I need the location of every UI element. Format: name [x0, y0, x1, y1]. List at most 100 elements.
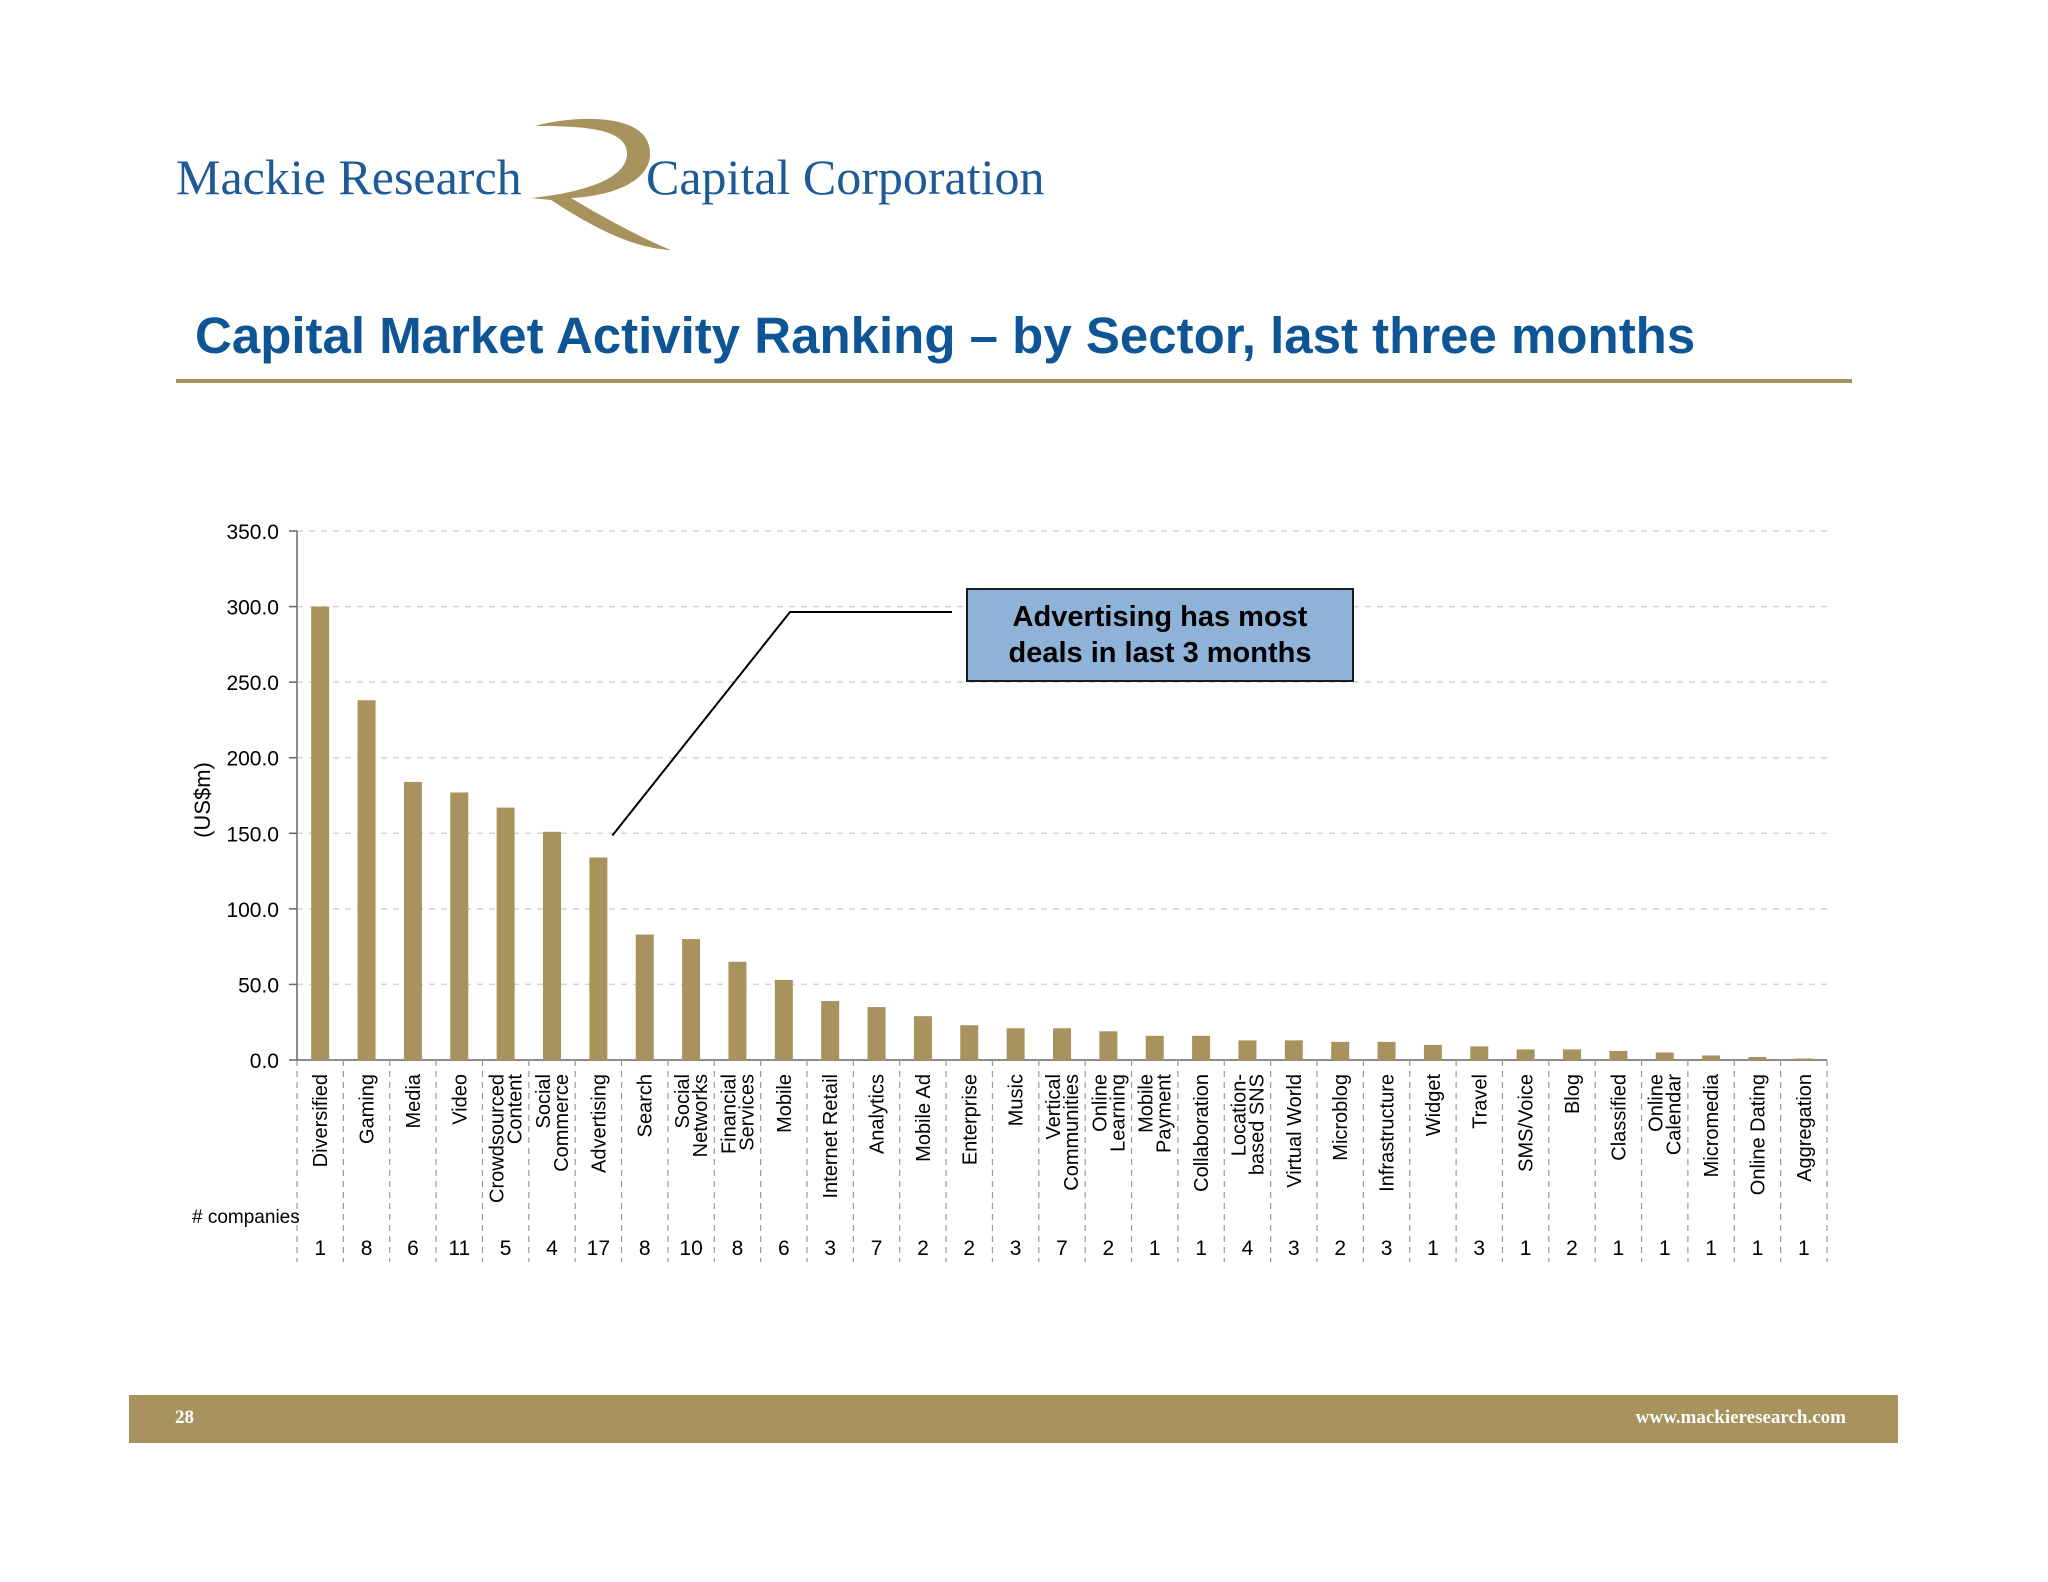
company-count: 6 — [778, 1237, 790, 1260]
logo-text-left: Mackie Research — [176, 149, 522, 205]
category-label: Online Dating — [1747, 1074, 1769, 1195]
bar-16 — [1053, 1028, 1071, 1060]
category-label: Classified — [1608, 1074, 1630, 1161]
category-label: Infrastructure — [1377, 1074, 1399, 1192]
y-tick-label: 100.0 — [226, 899, 279, 922]
category-label: Collaboration — [1191, 1074, 1213, 1192]
category-label: Diversified — [310, 1074, 332, 1167]
bar-14 — [960, 1025, 979, 1060]
company-count: 2 — [1334, 1237, 1346, 1260]
bar-19 — [1192, 1035, 1211, 1060]
bar-24 — [1423, 1044, 1442, 1060]
company-count: 3 — [1010, 1237, 1022, 1260]
category-label: Social — [533, 1074, 555, 1128]
company-count: 1 — [1149, 1237, 1161, 1260]
category-label: Virtual World — [1284, 1074, 1306, 1188]
y-tick-label: 0.0 — [250, 1050, 279, 1073]
bar-23 — [1377, 1041, 1396, 1060]
category-label: Micromedia — [1701, 1073, 1723, 1177]
company-count: 4 — [546, 1237, 558, 1260]
category-label: Payment — [1154, 1074, 1176, 1153]
company-count: 2 — [1566, 1237, 1578, 1260]
category-label: Mobile — [1136, 1074, 1158, 1133]
page-title: Capital Market Activity Ranking – by Sec… — [195, 307, 1696, 364]
company-count: 1 — [1427, 1237, 1439, 1260]
y-tick-label: 350.0 — [226, 521, 279, 544]
company-count: 1 — [1798, 1237, 1810, 1260]
company-count: 11 — [448, 1237, 470, 1260]
category-label: Calendar — [1664, 1074, 1686, 1156]
bar-15 — [1006, 1028, 1025, 1060]
company-count: 10 — [679, 1237, 702, 1260]
category-label: Online — [1646, 1074, 1668, 1132]
category-label: Mobile — [774, 1074, 796, 1133]
category-label: Aggregation — [1794, 1074, 1816, 1182]
bar-3 — [450, 792, 469, 1060]
company-count: 1 — [1613, 1237, 1625, 1260]
category-label: Analytics — [867, 1074, 889, 1154]
y-tick-label: 50.0 — [238, 974, 279, 997]
company-count: 2 — [917, 1237, 929, 1260]
footer-bar: 28 www.mackieresearch.com — [129, 1395, 1898, 1443]
bar-13 — [913, 1016, 932, 1060]
bar-12 — [867, 1007, 886, 1060]
category-label: Widget — [1423, 1074, 1445, 1137]
bar-2 — [403, 781, 422, 1060]
bar-20 — [1238, 1040, 1257, 1060]
bar-26 — [1516, 1049, 1535, 1060]
bar-18 — [1145, 1035, 1164, 1060]
company-count: 6 — [407, 1237, 419, 1260]
callout-box: Advertising has most deals in last 3 mon… — [966, 588, 1354, 682]
category-label: Media — [403, 1073, 425, 1128]
category-label: Mobile Ad — [913, 1074, 935, 1162]
category-label: Services — [736, 1074, 758, 1151]
company-count: 1 — [1659, 1237, 1671, 1260]
bar-22 — [1331, 1041, 1350, 1060]
company-count: 1 — [314, 1237, 326, 1260]
company-count: 8 — [732, 1237, 744, 1260]
category-label: Video — [449, 1074, 471, 1125]
bar-10 — [774, 979, 793, 1060]
y-tick-label: 150.0 — [226, 823, 279, 846]
category-label: Location- — [1228, 1074, 1250, 1156]
category-label: Crowdsourced — [487, 1074, 509, 1203]
category-label: Microblog — [1330, 1074, 1352, 1161]
bar-8 — [682, 939, 701, 1060]
category-label: Networks — [690, 1074, 712, 1157]
title-divider — [176, 379, 1852, 383]
category-label: Vertical — [1043, 1074, 1065, 1140]
category-label: Blog — [1562, 1074, 1584, 1114]
y-tick-label: 250.0 — [226, 672, 279, 695]
category-label: Social — [672, 1074, 694, 1128]
logo-r-mark: R — [531, 118, 671, 251]
category-label: Search — [635, 1074, 657, 1137]
page-number: 28 — [175, 1407, 194, 1428]
y-tick-label: 200.0 — [226, 748, 279, 771]
category-label: Communities — [1061, 1074, 1083, 1191]
bar-6 — [589, 857, 608, 1060]
company-count: 5 — [500, 1237, 512, 1260]
category-label: Learning — [1107, 1074, 1129, 1152]
bar-29 — [1655, 1052, 1674, 1060]
company-count: 3 — [1473, 1237, 1485, 1260]
callout-text: Advertising has most deals in last 3 mon… — [1008, 601, 1312, 669]
bar-7 — [635, 934, 654, 1060]
bar-0 — [311, 606, 330, 1060]
category-label: Travel — [1469, 1074, 1491, 1129]
category-label: Financial — [718, 1074, 740, 1154]
company-count: 7 — [1056, 1237, 1068, 1260]
logo-text-right: Capital Corporation — [646, 149, 1045, 205]
bar-32 — [1794, 1058, 1813, 1060]
y-tick-label: 300.0 — [226, 597, 279, 620]
company-count: 1 — [1520, 1237, 1532, 1260]
bar-9 — [728, 961, 747, 1060]
company-count: 4 — [1242, 1237, 1254, 1260]
bar-30 — [1702, 1055, 1721, 1060]
bar-17 — [1099, 1031, 1118, 1060]
category-label: Enterprise — [959, 1074, 981, 1165]
bar-4 — [496, 807, 515, 1060]
callout-leader-line — [611, 611, 952, 837]
bar-25 — [1470, 1046, 1489, 1060]
bar-21 — [1284, 1040, 1303, 1060]
company-count: 3 — [824, 1237, 836, 1260]
